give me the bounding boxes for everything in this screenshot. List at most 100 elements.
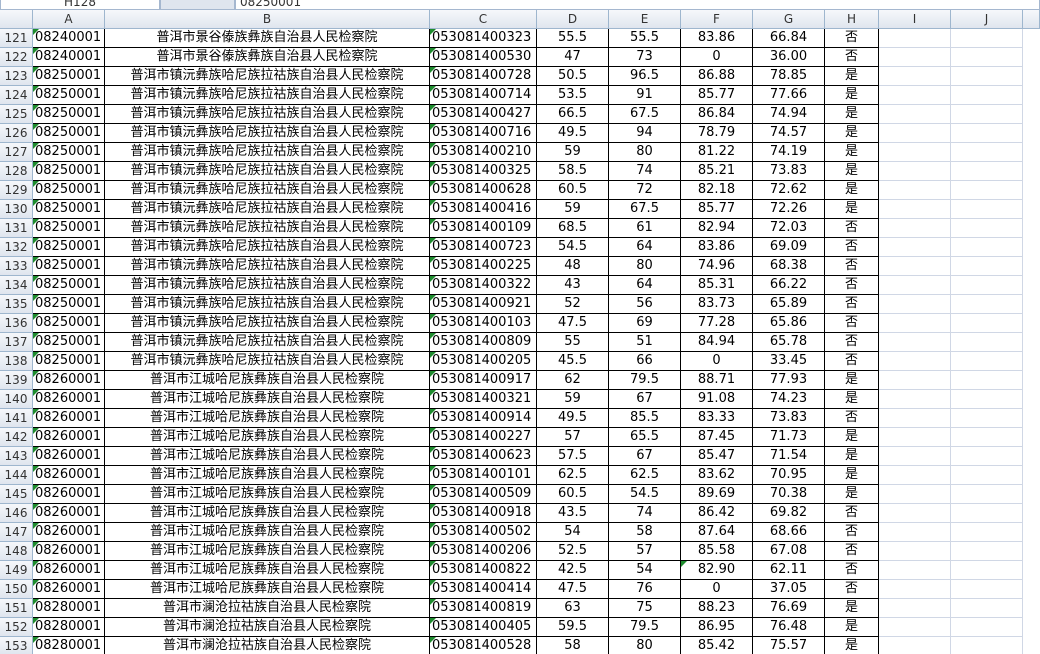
cell: 36.00 [753, 48, 825, 67]
cell: 79.5 [609, 618, 681, 637]
empty-cell [879, 143, 951, 162]
empty-cell [951, 124, 1023, 143]
cell: 08260001 [33, 428, 105, 447]
cell: 普洱市镇沅彝族哈尼族拉祜族自治县人民检察院 [105, 333, 430, 352]
empty-cell [951, 48, 1023, 67]
corner [0, 10, 33, 29]
cell: 88.23 [681, 599, 753, 618]
cell: 0 [681, 352, 753, 371]
cell: 58.5 [537, 162, 609, 181]
empty-cell [951, 352, 1023, 371]
empty-cell [879, 333, 951, 352]
empty-cell [879, 219, 951, 238]
empty-cell [951, 580, 1023, 599]
cell: 08250001 [33, 314, 105, 333]
empty-cell [951, 542, 1023, 561]
column-header: A [33, 10, 105, 29]
cell: 37.05 [753, 580, 825, 599]
cell: 053081400819 [430, 599, 537, 618]
cell: 是 [825, 86, 879, 105]
cell: 67 [609, 447, 681, 466]
cell: 0 [681, 580, 753, 599]
cell: 59.5 [537, 618, 609, 637]
row-header: 148 [0, 542, 33, 561]
empty-cell [951, 67, 1023, 86]
cell: 否 [825, 352, 879, 371]
cell: 普洱市景谷傣族彝族自治县人民检察院 [105, 48, 430, 67]
cell: 70.38 [753, 485, 825, 504]
cell: 普洱市镇沅彝族哈尼族拉祜族自治县人民检察院 [105, 276, 430, 295]
cell: 普洱市镇沅彝族哈尼族拉祜族自治县人民检察院 [105, 143, 430, 162]
cell: 普洱市澜沧拉祜族自治县人民检察院 [105, 618, 430, 637]
row-header: 127 [0, 143, 33, 162]
formula-content[interactable]: 08250001 [235, 0, 1040, 10]
cell: 053081400530 [430, 48, 537, 67]
cell: 053081400210 [430, 143, 537, 162]
cell: 是 [825, 67, 879, 86]
cell: 08260001 [33, 542, 105, 561]
empty-cell [951, 238, 1023, 257]
cell: 65.86 [753, 314, 825, 333]
row-header: 135 [0, 295, 33, 314]
cell: 08260001 [33, 561, 105, 580]
cell: 053081400325 [430, 162, 537, 181]
cell: 08250001 [33, 181, 105, 200]
empty-cell [951, 618, 1023, 637]
cell: 是 [825, 105, 879, 124]
cell: 否 [825, 523, 879, 542]
row-header: 122 [0, 48, 33, 67]
cell: 80 [609, 257, 681, 276]
cell: 80 [609, 637, 681, 654]
cell: 85.31 [681, 276, 753, 295]
empty-cell [879, 29, 951, 48]
cell: 053081400918 [430, 504, 537, 523]
cell: 08250001 [33, 162, 105, 181]
empty-cell [879, 390, 951, 409]
cell: 是 [825, 599, 879, 618]
cell: 43.5 [537, 504, 609, 523]
cell: 是 [825, 200, 879, 219]
empty-cell [951, 485, 1023, 504]
empty-cell [951, 295, 1023, 314]
cell: 08250001 [33, 219, 105, 238]
cell: 普洱市镇沅彝族哈尼族拉祜族自治县人民检察院 [105, 295, 430, 314]
cell: 71.54 [753, 447, 825, 466]
cell: 48 [537, 257, 609, 276]
cell: 55.5 [609, 29, 681, 48]
cell: 51 [609, 333, 681, 352]
cell: 否 [825, 409, 879, 428]
cell: 是 [825, 143, 879, 162]
empty-cell [879, 200, 951, 219]
cell: 67.5 [609, 105, 681, 124]
cell: 08280001 [33, 599, 105, 618]
cell: 88.71 [681, 371, 753, 390]
cell: 54.5 [609, 485, 681, 504]
cell: 08250001 [33, 333, 105, 352]
cell: 053081400822 [430, 561, 537, 580]
cell: 053081400809 [430, 333, 537, 352]
cell: 66.5 [537, 105, 609, 124]
cell: 053081400502 [430, 523, 537, 542]
empty-cell [951, 276, 1023, 295]
cell: 08250001 [33, 238, 105, 257]
cell: 66 [609, 352, 681, 371]
cell: 08250001 [33, 257, 105, 276]
empty-cell [951, 409, 1023, 428]
cell: 普洱市江城哈尼族彝族自治县人民检察院 [105, 485, 430, 504]
cell: 是 [825, 428, 879, 447]
cell: 053081400227 [430, 428, 537, 447]
cell: 否 [825, 561, 879, 580]
cell: 83.86 [681, 29, 753, 48]
cell: 68.38 [753, 257, 825, 276]
cell: 否 [825, 333, 879, 352]
row-header: 130 [0, 200, 33, 219]
cell: 否 [825, 276, 879, 295]
empty-cell [879, 257, 951, 276]
cell: 053081400917 [430, 371, 537, 390]
row-header: 138 [0, 352, 33, 371]
row-header: 136 [0, 314, 33, 333]
cell: 94 [609, 124, 681, 143]
name-box[interactable]: H128 [0, 0, 160, 10]
cell: 普洱市澜沧拉祜族自治县人民检察院 [105, 637, 430, 654]
row-header: 145 [0, 485, 33, 504]
